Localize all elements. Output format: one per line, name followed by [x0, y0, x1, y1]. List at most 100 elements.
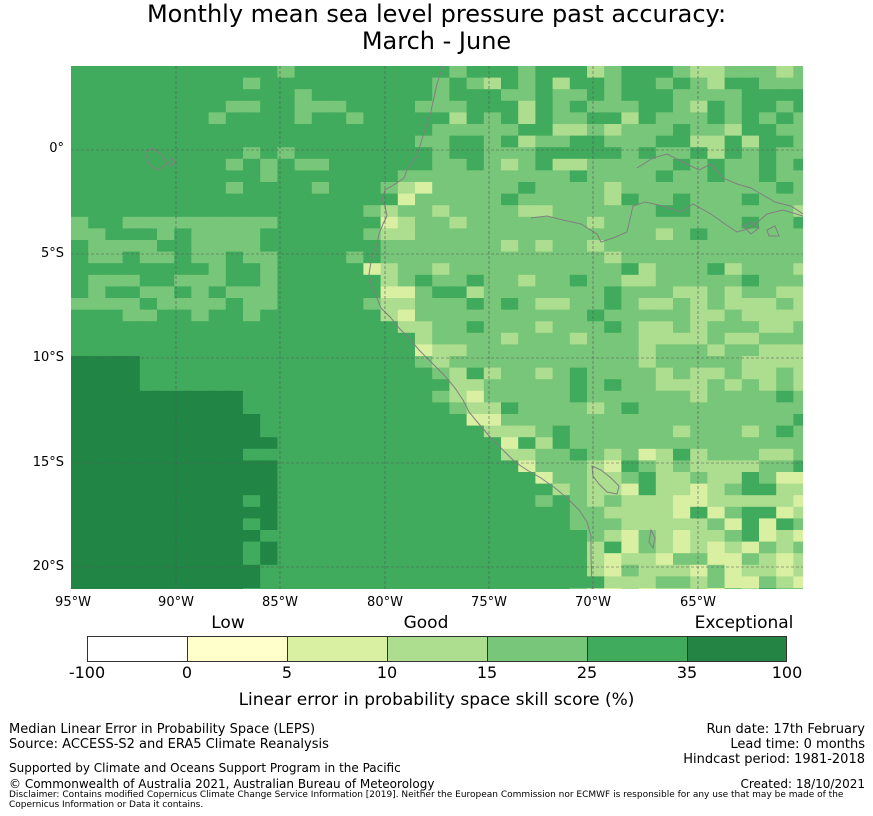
skill-cell [432, 472, 450, 485]
skill-cell [174, 112, 192, 125]
skill-cell [621, 309, 640, 322]
skill-cell [604, 309, 622, 322]
skill-cell [587, 89, 605, 102]
skill-cell [105, 66, 124, 79]
skill-cell [311, 367, 330, 380]
skill-cell [174, 344, 192, 357]
skill-cell [191, 472, 210, 485]
skill-cell [363, 483, 382, 496]
skill-cell [501, 251, 519, 264]
footer-copyright: © Commonwealth of Australia 2021, Austra… [9, 777, 435, 791]
skill-cell [707, 112, 726, 125]
skill-cell [277, 158, 296, 171]
skill-cell [191, 170, 210, 183]
skill-cell [690, 576, 708, 589]
skill-cell [552, 321, 571, 334]
skill-cell [208, 170, 227, 183]
skill-cell [621, 460, 640, 473]
skill-cell [225, 576, 244, 589]
skill-cell [587, 448, 605, 461]
skill-cell [518, 425, 536, 438]
skill-cell [294, 379, 313, 392]
skill-cell [449, 66, 468, 79]
skill-cell [174, 437, 192, 450]
skill-cell [690, 228, 708, 241]
skill-cell [690, 263, 708, 276]
skill-cell [415, 321, 433, 334]
skill-cell [363, 402, 382, 415]
skill-cell [741, 460, 760, 473]
skill-cell [243, 564, 261, 577]
skill-cell [587, 66, 605, 79]
skill-cell [552, 344, 571, 357]
skill-cell [604, 182, 622, 195]
skill-cell [139, 309, 158, 322]
skill-cell [483, 541, 502, 554]
skill-cell [707, 530, 726, 543]
skill-cell [225, 425, 244, 438]
skill-cell [724, 182, 743, 195]
skill-cell [88, 158, 106, 171]
skill-cell [225, 251, 244, 264]
skill-cell [105, 89, 124, 102]
skill-cell [157, 437, 175, 450]
skill-cell [621, 332, 640, 345]
skill-cell [397, 182, 416, 195]
skill-cell [707, 158, 726, 171]
skill-cell [552, 286, 571, 299]
skill-cell [225, 553, 244, 566]
skill-cell [346, 274, 364, 287]
skill-cell [535, 135, 554, 148]
skill-cell [71, 286, 89, 299]
skill-cell [260, 228, 278, 241]
skill-cell [518, 588, 536, 589]
skill-cell [466, 437, 485, 450]
skill-cell [724, 367, 743, 380]
skill-cell [311, 425, 330, 438]
skill-cell [759, 483, 777, 496]
skill-cell [122, 425, 141, 438]
skill-cell [501, 240, 519, 253]
skill-cell [741, 588, 760, 589]
skill-cell [225, 66, 244, 79]
skill-cell [466, 182, 485, 195]
skill-cell [346, 112, 364, 125]
skill-cell [535, 414, 554, 427]
skill-cell [535, 576, 554, 589]
skill-cell [397, 124, 416, 137]
skill-cell [260, 263, 278, 276]
skill-cell [122, 309, 141, 322]
skill-cell [621, 135, 640, 148]
amazon-river-line [530, 201, 803, 243]
skill-cell [71, 506, 89, 519]
skill-cell [105, 564, 124, 577]
skill-cell [501, 460, 519, 473]
skill-cell [673, 390, 691, 403]
skill-cell [655, 286, 674, 299]
skill-cell [655, 147, 674, 160]
skill-cell [243, 518, 261, 531]
skill-cell [776, 390, 794, 403]
skill-cell [587, 402, 605, 415]
skill-cell [191, 147, 210, 160]
skill-cell [673, 448, 691, 461]
skill-cell [329, 321, 347, 334]
skill-cell [724, 553, 743, 566]
skill-cell [139, 298, 158, 311]
skill-cell [690, 135, 708, 148]
skill-cell [157, 77, 175, 90]
skill-cell [483, 286, 502, 299]
skill-cell [191, 506, 210, 519]
skill-cell [88, 448, 106, 461]
skill-cell [673, 576, 691, 589]
skill-cell [501, 182, 519, 195]
skill-cell [346, 124, 364, 137]
skill-cell [518, 414, 536, 427]
skill-cell [483, 564, 502, 577]
skill-cell [88, 379, 106, 392]
skill-cell [415, 216, 433, 229]
skill-cell [793, 89, 803, 102]
skill-cell [294, 66, 313, 79]
skill-cell [139, 553, 158, 566]
skill-cell [174, 356, 192, 369]
